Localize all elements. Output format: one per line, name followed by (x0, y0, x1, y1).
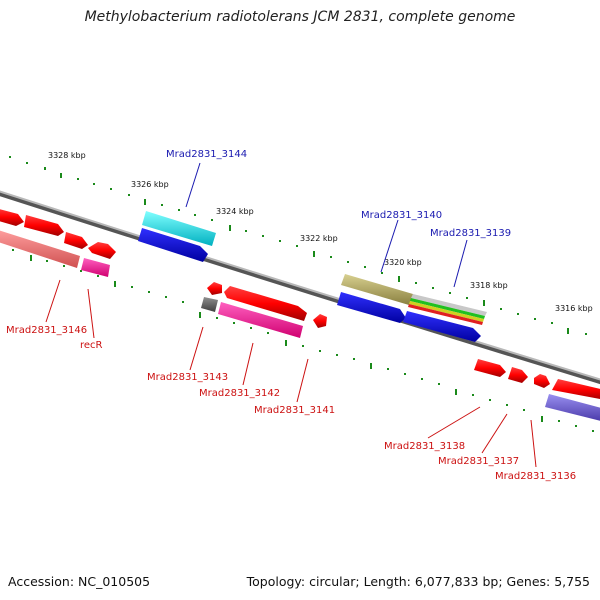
gene-box-lavender[interactable] (545, 394, 600, 422)
gene-label-recR[interactable]: recR (80, 340, 103, 351)
scale-label-3320: 3320 kbp (384, 258, 422, 267)
gene-box-gray[interactable] (201, 297, 218, 312)
gene-label-3138[interactable]: Mrad2831_3138 (384, 441, 465, 452)
gene-arrow-red[interactable] (24, 215, 64, 236)
gene-arrow-red[interactable] (207, 282, 222, 295)
gene-box-magenta[interactable] (81, 258, 110, 277)
scale-label-3318: 3318 kbp (470, 281, 508, 290)
gene-label-3142[interactable]: Mrad2831_3142 (199, 388, 280, 399)
label-connectors (45, 162, 537, 468)
gene-label-3136[interactable]: Mrad2831_3136 (495, 471, 576, 482)
gene-label-3141[interactable]: Mrad2831_3141 (254, 405, 335, 416)
gene-arrow-red[interactable] (224, 286, 307, 321)
gene-label-3140[interactable]: Mrad2831_3140 (361, 210, 442, 221)
gene-arrow-red[interactable] (0, 208, 24, 226)
lower-scale-line (12, 249, 594, 432)
gene-label-3144[interactable]: Mrad2831_3144 (166, 149, 247, 160)
topology-text: Topology: circular; Length: 6,077,833 bp… (246, 574, 590, 589)
gene-label-3143[interactable]: Mrad2831_3143 (147, 372, 228, 383)
upper-scale-line (9, 156, 587, 335)
scale-label-3328: 3328 kbp (48, 151, 86, 160)
gene-arrow-blue[interactable] (403, 311, 481, 342)
gene-arrow-blue[interactable] (138, 228, 208, 262)
gene-arrow-red[interactable] (534, 374, 550, 388)
gene-arrow-red[interactable] (88, 242, 116, 259)
scale-label-3326: 3326 kbp (131, 180, 169, 189)
gene-arrow-red[interactable] (474, 359, 506, 377)
gene-box-magenta[interactable] (218, 302, 303, 338)
accession-text: Accession: NC_010505 (8, 574, 151, 589)
gene-box-multicolor[interactable] (408, 294, 487, 325)
genome-backbone (0, 190, 600, 385)
gene-box-olive[interactable] (341, 274, 413, 305)
gene-box-pink[interactable] (0, 229, 80, 268)
scale-label-3322: 3322 kbp (300, 234, 338, 243)
map-title: Methylobacterium radiotolerans JCM 2831,… (84, 9, 516, 25)
gene-arrow-blue[interactable] (337, 292, 406, 323)
gene-label-3139[interactable]: Mrad2831_3139 (430, 228, 511, 239)
gene-box-cyan[interactable] (142, 211, 216, 246)
gene-arrow-red[interactable] (313, 314, 327, 328)
gene-label-3137[interactable]: Mrad2831_3137 (438, 456, 519, 467)
gene-arrow-red[interactable] (64, 232, 88, 249)
scale-label-3316: 3316 kbp (555, 304, 593, 313)
gene-arrow-red[interactable] (508, 367, 528, 383)
gene-arrow-red[interactable] (552, 379, 600, 400)
scale-label-3324: 3324 kbp (216, 207, 254, 216)
gene-label-3146[interactable]: Mrad2831_3146 (6, 325, 87, 336)
